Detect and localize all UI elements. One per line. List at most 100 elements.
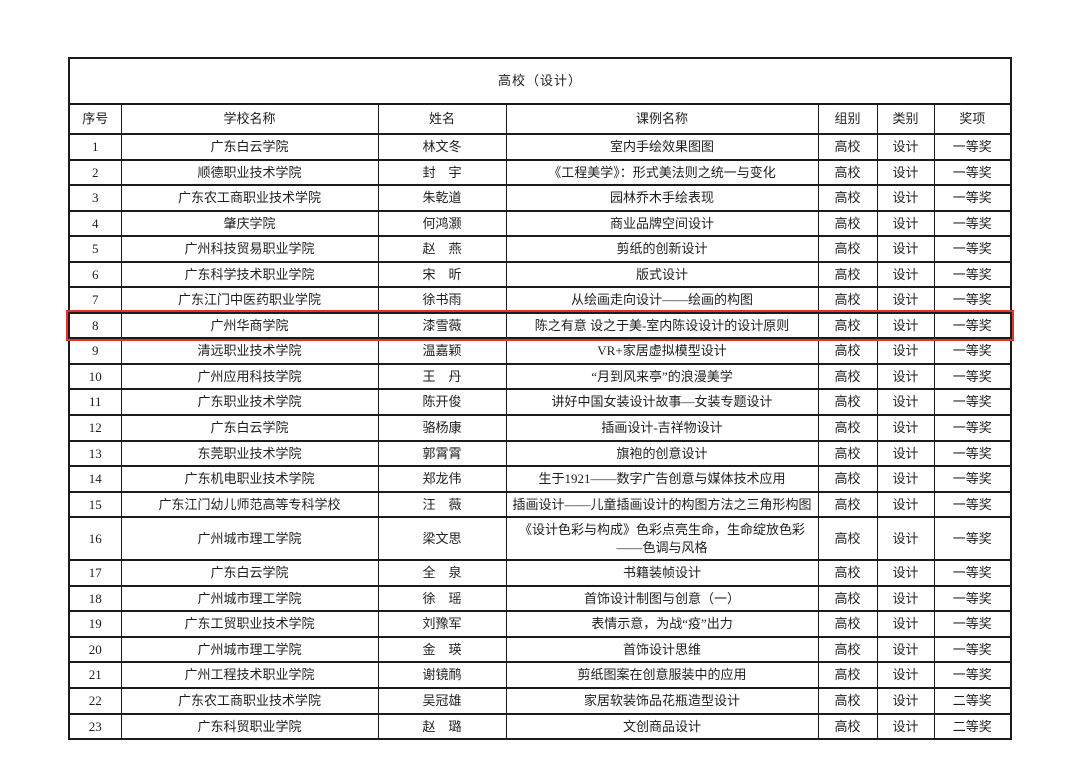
cell-school: 广东工贸职业技术学院 [120, 610, 379, 638]
cell-name: 朱乾道 [377, 184, 507, 212]
cell-lesson: 剪纸图案在创意服装中的应用 [505, 661, 819, 690]
cell-lesson: 旗袍的创意设计 [505, 439, 819, 468]
cell-school: 广东农工商职业技术学院 [120, 687, 379, 715]
cell-award: 一等奖 [933, 337, 1012, 365]
cell-no: 17 [68, 559, 122, 587]
cell-lesson: “月到风来亭”的浪漫美学 [505, 362, 819, 391]
cell-category: 设计 [876, 559, 935, 587]
cell-no: 1 [68, 133, 122, 161]
cell-award: 一等奖 [933, 209, 1012, 238]
cell-award: 二等奖 [933, 712, 1012, 741]
table-row-highlighted: 8 广州华商学院 漆雪薇 陈之有意 设之于美-室内陈设设计的设计原则 高校 设计 一等奖 [65, 309, 1015, 342]
cell-no: 18 [68, 584, 122, 613]
table-row: 22 广东农工商职业技术学院 吴冠雄 家居软装饰品花瓶造型设计 高校 设计 二等奖 [68, 687, 1012, 715]
cell-school: 广州城市理工学院 [120, 584, 379, 613]
column-header-lesson: 课例名称 [505, 103, 819, 135]
column-header-no: 序号 [68, 103, 122, 135]
cell-no: 20 [68, 635, 122, 664]
cell-award: 一等奖 [933, 286, 1012, 314]
cell-no: 13 [68, 439, 122, 468]
cell-no: 23 [68, 712, 122, 741]
table-row: 16 广州城市理工学院 梁文思 《设计色彩与构成》色彩点亮生命，生命绽放色彩——色调与… [68, 516, 1012, 562]
table-row: 9 清远职业技术学院 温嘉颖 VR+家居虚拟模型设计 高校 设计 一等奖 [68, 337, 1012, 365]
cell-lesson: 插画设计-吉祥物设计 [505, 414, 819, 442]
cell-lesson: 园林乔木手绘表现 [505, 184, 819, 212]
cell-name: 林文冬 [377, 133, 507, 161]
cell-award: 一等奖 [933, 635, 1012, 664]
cell-award: 一等奖 [933, 260, 1012, 289]
table-body: 1 广东白云学院 林文冬 室内手绘效果图图 高校 设计 一等奖 2 顺德职业技术学院封 宇《工程… [65, 133, 1015, 741]
cell-category: 设计 [876, 635, 935, 664]
cell-name: 吴冠雄 [377, 687, 507, 715]
cell-lesson: 书籍装帧设计 [505, 559, 819, 587]
cell-lesson: 剪纸的创新设计 [505, 235, 819, 263]
cell-name: 骆杨康 [377, 414, 507, 442]
cell-no: 5 [68, 235, 122, 263]
cell-group: 高校 [817, 516, 878, 562]
cell-no: 2 [68, 158, 122, 187]
cell-name: 郑龙伟 [377, 465, 507, 493]
cell-category: 设计 [876, 158, 935, 187]
cell-no: 6 [68, 260, 122, 289]
cell-award: 二等奖 [933, 687, 1012, 715]
cell-no: 12 [68, 414, 122, 442]
cell-no: 8 [68, 311, 122, 340]
cell-school: 广州华商学院 [120, 311, 379, 340]
cell-name: 汪 薇 [377, 490, 507, 519]
cell-group: 高校 [817, 465, 878, 493]
cell-category: 设计 [876, 337, 935, 365]
cell-category: 设计 [876, 439, 935, 468]
cell-group: 高校 [817, 490, 878, 519]
cell-school: 广东科学技术职业学院 [120, 260, 379, 289]
cell-group: 高校 [817, 635, 878, 664]
cell-lesson: 商业品牌空间设计 [505, 209, 819, 238]
table-row: 21 广州工程技术职业学院 谢镜鸸 剪纸图案在创意服装中的应用 高校 设计 一等奖 [68, 661, 1012, 690]
table-row: 10 广州应用科技学院王 丹 “月到风来亭”的浪漫美学 高校 设计 一等奖 [68, 362, 1012, 391]
table-row: 3 广东农工商职业技术学院 朱乾道 园林乔木手绘表现 高校 设计 一等奖 [68, 184, 1012, 212]
cell-award: 一等奖 [933, 184, 1012, 212]
table-row: 23 广东科贸职业学院赵 璐文创商品设计 高校 设计 二等奖 [68, 712, 1012, 741]
cell-group: 高校 [817, 712, 878, 741]
cell-lesson: 版式设计 [505, 260, 819, 289]
cell-no: 22 [68, 687, 122, 715]
table-row: 18 广州城市理工学院徐 瑶首饰设计制图与创意（一） 高校 设计 一等奖 [68, 584, 1012, 613]
table-header-row: 序号 学校名称 姓名 课例名称 组别 类别 奖项 [68, 103, 1012, 135]
cell-school: 广州城市理工学院 [120, 516, 379, 562]
cell-name: 陈开俊 [377, 388, 507, 416]
table-row: 17 广东白云学院全 泉书籍装帧设计 高校 设计 一等奖 [68, 559, 1012, 587]
cell-no: 14 [68, 465, 122, 493]
cell-lesson: VR+家居虚拟模型设计 [505, 337, 819, 365]
cell-award: 一等奖 [933, 414, 1012, 442]
cell-school: 广东江门中医药职业学院 [120, 286, 379, 314]
column-header-group: 组别 [817, 103, 878, 135]
cell-lesson: 讲好中国女装设计故事—女装专题设计 [505, 388, 819, 416]
cell-category: 设计 [876, 209, 935, 238]
cell-lesson: 室内手绘效果图图 [505, 133, 819, 161]
cell-award: 一等奖 [933, 133, 1012, 161]
cell-name: 宋 昕 [377, 260, 507, 289]
table-row: 1 广东白云学院 林文冬 室内手绘效果图图 高校 设计 一等奖 [68, 133, 1012, 161]
cell-category: 设计 [876, 465, 935, 493]
cell-name: 徐 瑶 [377, 584, 507, 613]
cell-school: 肇庆学院 [120, 209, 379, 238]
cell-group: 高校 [817, 260, 878, 289]
cell-school: 广东白云学院 [120, 559, 379, 587]
cell-name: 赵 璐 [377, 712, 507, 741]
cell-award: 一等奖 [933, 584, 1012, 613]
cell-award: 一等奖 [933, 388, 1012, 416]
cell-school: 广东白云学院 [120, 414, 379, 442]
table-row: 2 顺德职业技术学院封 宇《工程美学》：形式美法则之统一与变化 高校 设计 一等奖 [68, 158, 1012, 187]
table-row: 15 广东江门幼儿师范高等专科学校汪 薇插画设计——儿童插画设计的构图方法之三角形… [68, 490, 1012, 519]
column-header-name: 姓名 [377, 103, 507, 135]
cell-lesson: 首饰设计思维 [505, 635, 819, 664]
cell-group: 高校 [817, 184, 878, 212]
cell-category: 设计 [876, 184, 935, 212]
cell-lesson: 插画设计——儿童插画设计的构图方法之三角形构图 [505, 490, 819, 519]
cell-group: 高校 [817, 687, 878, 715]
cell-lesson: 陈之有意 设之于美-室内陈设设计的设计原则 [505, 311, 819, 340]
cell-group: 高校 [817, 209, 878, 238]
cell-award: 一等奖 [933, 559, 1012, 587]
cell-category: 设计 [876, 235, 935, 263]
cell-group: 高校 [817, 311, 878, 340]
cell-no: 16 [68, 516, 122, 562]
